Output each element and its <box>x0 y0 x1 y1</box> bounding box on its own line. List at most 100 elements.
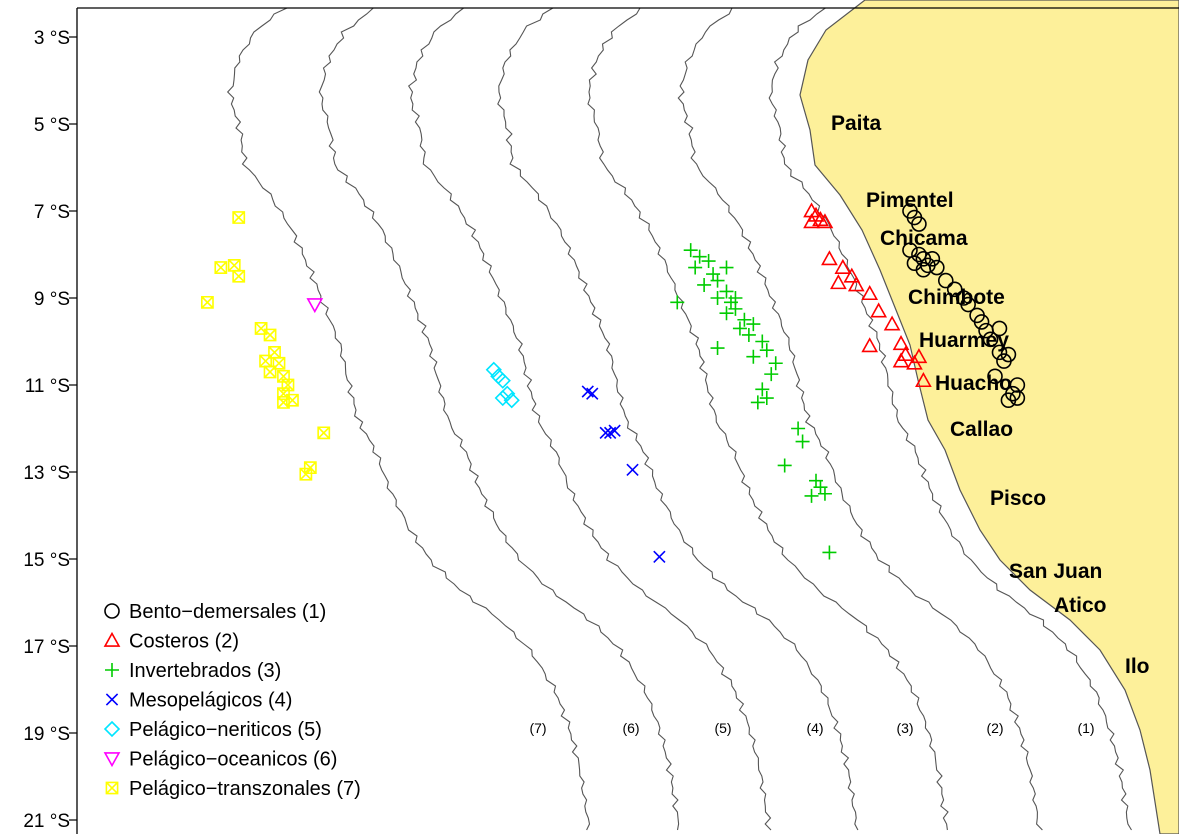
data-point <box>795 434 810 449</box>
city-label: Ilo <box>1125 655 1150 678</box>
data-point <box>821 250 838 266</box>
data-point <box>688 260 703 275</box>
data-point <box>920 257 936 274</box>
legend-label: Bento−demersales (1) <box>129 601 326 623</box>
band-label: (2) <box>986 720 1003 736</box>
data-point <box>834 258 852 274</box>
city-label: Callao <box>950 418 1013 441</box>
data-point <box>303 461 317 475</box>
data-point <box>987 368 1003 385</box>
band-label: (5) <box>714 720 731 736</box>
legend: Bento−demersales (1) Costeros (2) Inverteb… <box>103 601 361 800</box>
data-point <box>982 331 999 348</box>
data-point <box>817 486 832 501</box>
data-point <box>710 273 725 288</box>
isobath-line <box>587 7 949 831</box>
data-point <box>1000 392 1017 409</box>
map-frame <box>76 7 1179 834</box>
data-point <box>946 281 963 298</box>
data-point <box>830 274 847 290</box>
data-point <box>626 463 639 476</box>
legend-label: Invertebrados (3) <box>129 660 281 682</box>
data-point <box>263 328 277 342</box>
isobath-line <box>226 7 591 831</box>
data-point <box>692 249 707 264</box>
data-point <box>861 337 879 353</box>
data-point <box>803 213 820 229</box>
data-point <box>960 296 976 313</box>
data-point <box>259 354 272 368</box>
data-point <box>306 298 324 314</box>
city-label: Atico <box>1054 594 1107 617</box>
latitude-tick-label: 15 °S <box>23 550 70 571</box>
data-point <box>897 345 914 361</box>
data-point <box>581 385 594 398</box>
data-point <box>764 367 779 382</box>
latitude-tick-label: 7 °S <box>34 202 70 223</box>
data-point <box>843 267 861 283</box>
legend-marker <box>105 693 119 706</box>
legend-marker <box>103 752 121 768</box>
data-point <box>227 258 241 272</box>
latitude-tick-label: 19 °S <box>23 724 70 745</box>
data-point <box>232 211 246 224</box>
data-point <box>892 335 910 351</box>
data-point <box>755 382 770 397</box>
data-point <box>746 317 761 332</box>
isobath-line <box>677 7 1043 831</box>
data-point <box>485 361 502 378</box>
city-label: Chicama <box>880 227 968 250</box>
city-label: Huacho <box>935 372 1012 395</box>
legend-label: Costeros (2) <box>129 631 239 653</box>
data-point <box>910 348 928 364</box>
legend-label: Pelágico−neriticos (5) <box>129 719 322 741</box>
band-label: (1) <box>1077 720 1094 736</box>
data-point <box>586 387 599 400</box>
data-point <box>670 295 685 310</box>
isobath-line <box>768 7 1132 831</box>
latitude-tick-label: 17 °S <box>23 637 70 658</box>
data-point <box>929 259 945 276</box>
data-point <box>1009 377 1026 393</box>
city-labels: PaitaPimentelChicamaChimboteHuarmeyHuach… <box>831 112 1150 678</box>
latitude-tick-label: 21 °S <box>23 811 70 832</box>
data-point <box>973 314 990 330</box>
data-point <box>777 458 792 473</box>
land-area <box>799 0 1179 834</box>
data-point <box>299 467 313 481</box>
data-point <box>263 365 277 379</box>
data-point <box>710 341 725 356</box>
data-point <box>812 211 829 227</box>
data-point <box>741 327 756 342</box>
data-point <box>494 372 511 389</box>
data-point <box>701 254 716 269</box>
data-point <box>759 343 774 358</box>
data-point <box>728 291 743 305</box>
band-label: (7) <box>529 720 546 736</box>
legend-marker <box>105 781 119 795</box>
data-point <box>232 269 246 283</box>
isobath-line <box>318 7 680 831</box>
latitude-tick-label: 11 °S <box>25 376 70 397</box>
latitude-tick-label: 3 °S <box>34 28 70 49</box>
latitude-axis: 3 °S 5 °S 7 °S 9 °S 11 °S 13 °S 15 °S 17 °S 19 °… <box>23 28 77 832</box>
data-point <box>737 312 752 327</box>
data-point <box>768 356 783 371</box>
band-labels: (7) (6) (5) (4) (3) (2) (1) <box>529 720 1094 736</box>
data-point <box>697 277 712 292</box>
latitude-tick-label: 13 °S <box>23 463 70 484</box>
species-points <box>201 202 1026 563</box>
data-point <box>494 389 511 407</box>
isobath-bands <box>226 7 1132 831</box>
legend-label: Pelágico−transzonales (7) <box>129 778 361 800</box>
legend-marker <box>105 663 119 677</box>
isobath-line <box>407 7 772 831</box>
data-point <box>719 306 734 321</box>
data-point <box>870 302 888 318</box>
data-point <box>683 243 698 258</box>
data-point <box>937 272 954 289</box>
data-point <box>822 545 837 560</box>
data-point <box>847 276 865 292</box>
data-point <box>915 372 932 388</box>
